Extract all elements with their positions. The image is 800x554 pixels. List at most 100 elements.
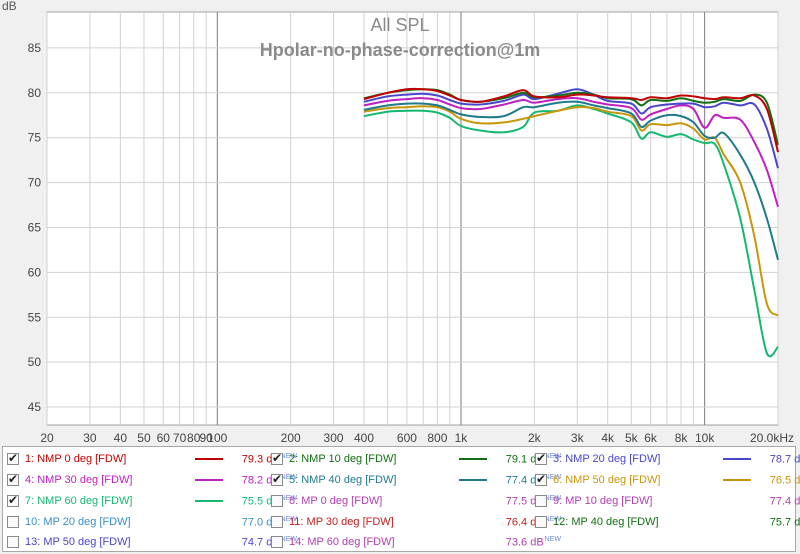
legend-value: 73.6 dBNEW bbox=[505, 535, 561, 549]
legend-item: 14: MP 60 deg [FDW] 73.6 dBNEW bbox=[271, 532, 561, 552]
legend-label: 6: NMP 50 deg [FDW] bbox=[553, 474, 661, 486]
legend-checkbox[interactable] bbox=[7, 451, 19, 465]
legend-checkbox[interactable] bbox=[271, 516, 283, 528]
legend-item: 4: NMP 30 deg [FDW]78.2 dBNEW bbox=[7, 470, 297, 490]
legend-item: 10: MP 20 deg [FDW] 77.0 dBNEW bbox=[7, 512, 297, 532]
new-badge: NEW bbox=[544, 473, 561, 481]
legend-item: 2: NMP 10 deg [FDW]79.1 dBNEW bbox=[271, 449, 561, 469]
legend-label: 10: MP 20 deg [FDW] bbox=[25, 516, 131, 528]
y-tick-label: 80 bbox=[28, 86, 42, 100]
new-badge: NEW bbox=[280, 452, 297, 460]
legend-swatch bbox=[723, 521, 751, 523]
y-tick-label: 65 bbox=[28, 220, 42, 234]
new-badge: NEW bbox=[280, 515, 297, 523]
series-lines bbox=[363, 87, 779, 358]
legend-label: 3: NMP 20 deg [FDW] bbox=[553, 453, 661, 465]
series-line bbox=[363, 88, 779, 169]
legend-checkbox[interactable] bbox=[535, 472, 547, 486]
legend-swatch bbox=[195, 500, 223, 502]
legend-swatch bbox=[195, 458, 223, 460]
x-tick-label: 800 bbox=[427, 431, 447, 445]
legend-checkbox[interactable] bbox=[535, 495, 547, 507]
legend-checkbox[interactable] bbox=[7, 472, 19, 486]
series-line bbox=[363, 105, 779, 317]
x-tick-label: 3k bbox=[571, 431, 585, 445]
legend-value: 76.5 dBNEW bbox=[769, 474, 800, 487]
legend-checkbox[interactable] bbox=[7, 536, 19, 548]
legend-label: 13: MP 50 deg [FDW] bbox=[25, 536, 131, 548]
legend-checkbox[interactable] bbox=[271, 472, 283, 486]
legend-value: 77.0 dBNEW bbox=[241, 515, 297, 529]
plot-area bbox=[46, 11, 779, 426]
legend-checkbox[interactable] bbox=[271, 536, 283, 548]
legend-checkbox[interactable] bbox=[535, 451, 547, 465]
legend-value: 74.7 dBNEW bbox=[241, 535, 297, 549]
legend-checkbox[interactable] bbox=[7, 493, 19, 507]
y-tick-label: 50 bbox=[28, 355, 42, 369]
legend-checkbox[interactable] bbox=[271, 451, 283, 465]
new-badge: NEW bbox=[280, 494, 297, 502]
x-tick-label: 400 bbox=[354, 431, 374, 445]
legend-item: 7: NMP 60 deg [FDW] 75.5 dBNEW bbox=[7, 491, 297, 511]
legend-item: 5: NMP 40 deg [FDW]77.4 dBNEW bbox=[271, 470, 561, 490]
legend-checkbox[interactable] bbox=[271, 495, 283, 507]
legend-swatch bbox=[723, 479, 751, 481]
y-tick-label: 45 bbox=[28, 400, 42, 414]
x-tick-label: 90 bbox=[199, 431, 213, 445]
legend-value: 76.4 dBNEW bbox=[505, 515, 561, 529]
x-tick-label: 60 bbox=[157, 431, 171, 445]
legend-swatch bbox=[723, 500, 751, 502]
legend-value: 75.7 dBNEW bbox=[769, 516, 800, 529]
legend-checkbox[interactable] bbox=[7, 516, 19, 528]
y-tick-label: 85 bbox=[28, 41, 42, 55]
legend-swatch bbox=[195, 541, 223, 543]
x-tick-label: 100 bbox=[207, 431, 227, 445]
legend-item: 12: MP 40 deg [FDW] 75.7 dBNEW bbox=[535, 512, 800, 532]
legend-checkbox[interactable] bbox=[535, 516, 547, 528]
legend-swatch bbox=[195, 479, 223, 481]
new-badge: NEW bbox=[280, 473, 297, 481]
x-tick-label: 2k bbox=[528, 431, 542, 445]
new-badge: NEW bbox=[544, 535, 561, 543]
series-line bbox=[363, 97, 779, 208]
x-tick-label: 70 bbox=[173, 431, 187, 445]
x-tick-label: 1k bbox=[455, 431, 469, 445]
legend-label: 2: NMP 10 deg [FDW] bbox=[289, 453, 397, 465]
x-tick-label: 600 bbox=[397, 431, 417, 445]
legend-label: 8: MP 0 deg [FDW] bbox=[289, 495, 383, 507]
series-line bbox=[363, 100, 779, 261]
new-badge: NEW bbox=[544, 494, 561, 502]
legend-swatch bbox=[459, 521, 487, 523]
legend-label: 5: NMP 40 deg [FDW] bbox=[289, 474, 397, 486]
legend-label: 14: MP 60 deg [FDW] bbox=[289, 536, 395, 548]
legend-item: 11: MP 30 deg [FDW] 76.4 dBNEW bbox=[271, 512, 561, 532]
legend-item: 9: MP 10 deg [FDW] 77.4 dBNEW bbox=[535, 491, 800, 511]
new-badge: NEW bbox=[280, 535, 297, 543]
x-tick-label: 10k bbox=[695, 431, 715, 445]
legend-label: 7: NMP 60 deg [FDW] bbox=[25, 495, 133, 507]
x-tick-label: 6k bbox=[644, 431, 658, 445]
chart-title: All SPL bbox=[370, 15, 429, 35]
legend-item: 3: NMP 20 deg [FDW] 78.7 dBNEW bbox=[535, 449, 800, 469]
legend-label: 12: MP 40 deg [FDW] bbox=[553, 516, 659, 528]
y-tick-label: 70 bbox=[28, 176, 42, 190]
legend-label: 4: NMP 30 deg [FDW] bbox=[25, 474, 133, 486]
legend-label: 1: NMP 0 deg [FDW] bbox=[25, 453, 127, 465]
legend-swatch bbox=[459, 541, 487, 543]
y-axis-label: dB bbox=[2, 0, 17, 13]
x-tick-label: 4k bbox=[601, 431, 615, 445]
legend-swatch bbox=[459, 458, 487, 460]
legend-item: 1: NMP 0 deg [FDW]79.3 dBNEW bbox=[7, 449, 297, 469]
legend-item: 8: MP 0 deg [FDW] 77.5 dBNEW bbox=[271, 491, 561, 511]
legend-swatch bbox=[459, 500, 487, 502]
legend-swatch bbox=[195, 521, 223, 523]
legend-panel: 1: NMP 0 deg [FDW]79.3 dBNEW2: NMP 10 de… bbox=[2, 446, 800, 552]
grid bbox=[46, 12, 779, 425]
legend-swatch bbox=[723, 458, 751, 460]
chart-subtitle: Hpolar-no-phase-correction@1m bbox=[260, 40, 541, 60]
x-tick-label: 50 bbox=[137, 431, 151, 445]
x-tick-label: 300 bbox=[324, 431, 344, 445]
y-tick-label: 55 bbox=[28, 310, 42, 324]
